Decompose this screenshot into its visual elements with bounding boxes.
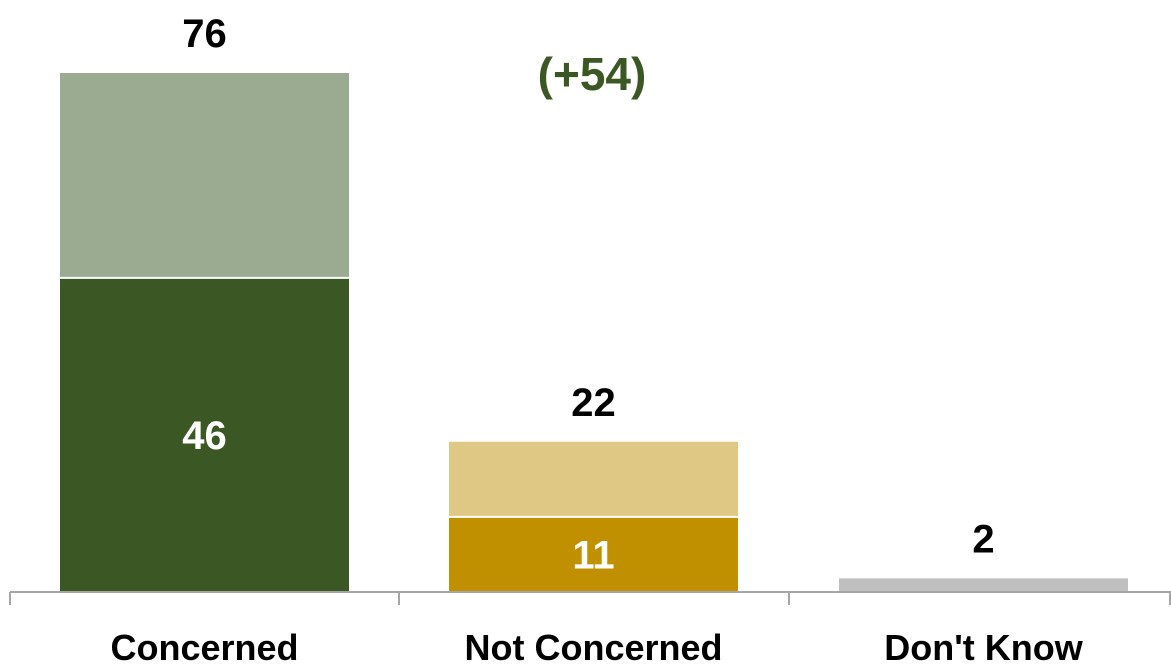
total-value-label-don-t-know: 2 [972, 517, 994, 561]
total-value-label-concerned: 76 [182, 12, 227, 56]
bars-group [60, 73, 1128, 592]
bar-not-concerned-strong [449, 516, 738, 592]
total-value-label-not-concerned: 22 [571, 381, 616, 425]
bar-not-concerned-somewhat [449, 441, 738, 517]
category-label-don-t-know: Don't Know [884, 627, 1084, 665]
labels-group: 46 76 Concerned 11 22 Not Concerned 2 Don't Kno… [110, 12, 1083, 665]
bar-concerned-somewhat [60, 73, 349, 278]
x-axis [9, 591, 1171, 605]
bar-concerned-strong [60, 277, 349, 592]
bar-don-t-know [839, 578, 1128, 592]
net-difference-annotation: (+54) [538, 48, 647, 100]
category-label-not-concerned: Not Concerned [464, 627, 722, 665]
category-label-concerned: Concerned [110, 627, 298, 665]
inner-value-label-not-concerned: 11 [572, 533, 614, 577]
inner-value-label-concerned: 46 [182, 414, 227, 458]
